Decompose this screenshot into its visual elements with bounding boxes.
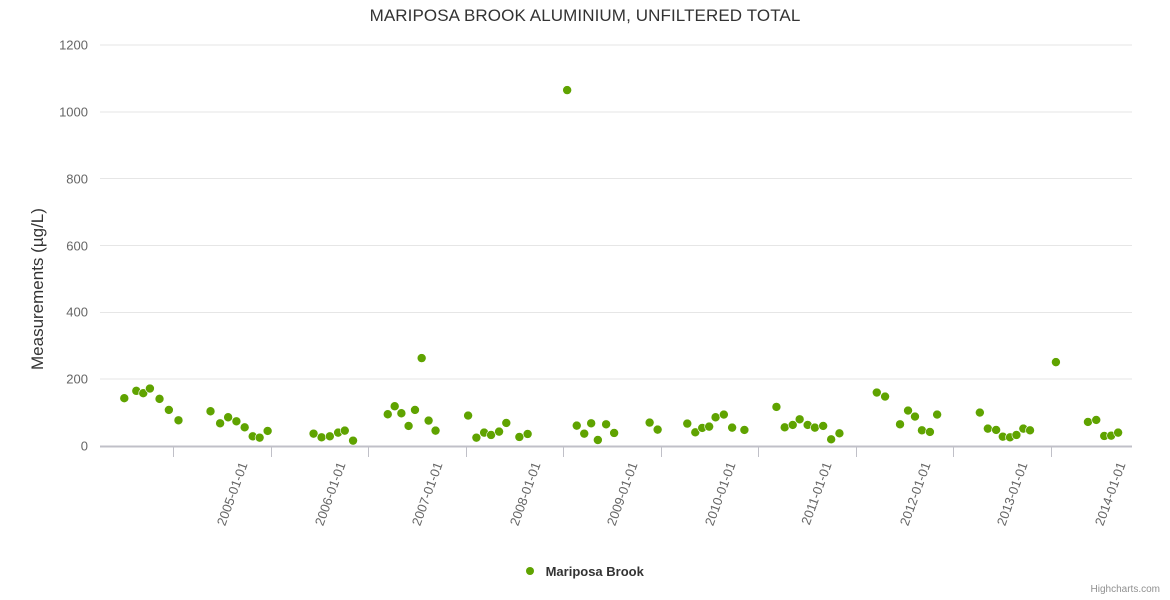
data-point[interactable] <box>975 407 985 418</box>
data-point[interactable] <box>690 427 701 438</box>
data-point[interactable] <box>579 428 590 439</box>
data-point[interactable] <box>430 425 441 436</box>
data-point[interactable] <box>932 409 942 420</box>
data-point[interactable] <box>644 417 655 428</box>
data-point[interactable] <box>1091 415 1102 425</box>
data-point[interactable] <box>348 435 358 446</box>
data-point[interactable] <box>1083 417 1093 427</box>
data-point[interactable] <box>501 418 512 428</box>
data-point[interactable] <box>562 85 572 95</box>
data-point[interactable] <box>164 405 174 415</box>
data-point[interactable] <box>910 411 920 422</box>
data-point[interactable] <box>826 434 836 445</box>
y-axis-tick-label: 1200 <box>59 37 88 53</box>
data-point[interactable] <box>262 426 273 436</box>
data-point[interactable] <box>1051 357 1061 367</box>
data-point[interactable] <box>593 435 603 445</box>
data-point[interactable] <box>471 432 482 443</box>
data-point[interactable] <box>173 415 184 426</box>
data-point[interactable] <box>215 418 225 429</box>
data-point[interactable] <box>983 423 993 434</box>
data-point[interactable] <box>727 422 737 433</box>
data-point[interactable] <box>787 420 798 430</box>
data-point[interactable] <box>652 424 663 435</box>
data-point[interactable] <box>794 414 805 425</box>
data-point[interactable] <box>154 394 165 404</box>
legend-item-label: Mariposa Brook <box>545 564 644 580</box>
data-point[interactable] <box>308 428 319 439</box>
data-point[interactable] <box>145 383 155 394</box>
data-point[interactable] <box>834 428 845 439</box>
grid-lines <box>100 44 1132 447</box>
y-axis-tick-label: 600 <box>66 238 88 253</box>
data-point[interactable] <box>494 426 504 437</box>
data-point[interactable] <box>586 418 596 429</box>
y-axis-tick-label: 1000 <box>59 104 88 120</box>
data-point[interactable] <box>339 425 350 436</box>
data-point[interactable] <box>880 391 890 402</box>
data-point[interactable] <box>771 402 782 412</box>
data-point[interactable] <box>522 429 533 439</box>
y-axis-tick-label: 800 <box>66 171 88 187</box>
data-point[interactable] <box>119 393 130 404</box>
data-point[interactable] <box>1025 425 1035 436</box>
data-point[interactable] <box>710 412 721 423</box>
data-point[interactable] <box>389 401 400 412</box>
data-point[interactable] <box>231 416 242 427</box>
data-point[interactable] <box>739 425 750 435</box>
x-axis-tick-marks <box>173 447 1052 457</box>
data-point[interactable] <box>682 418 693 429</box>
legend-marker-icon <box>526 566 535 575</box>
data-point[interactable] <box>239 422 250 433</box>
data-point[interactable] <box>871 387 882 398</box>
data-point[interactable] <box>609 428 619 438</box>
data-point[interactable] <box>571 420 582 431</box>
data-point[interactable] <box>895 419 905 430</box>
data-point[interactable] <box>463 410 473 421</box>
data-point[interactable] <box>719 409 729 420</box>
data-point[interactable] <box>601 419 611 430</box>
data-points[interactable] <box>119 85 1123 446</box>
y-axis-tick-label: 400 <box>66 304 88 320</box>
data-point[interactable] <box>818 421 828 431</box>
data-point[interactable] <box>1113 427 1123 438</box>
data-point[interactable] <box>704 421 714 432</box>
data-point[interactable] <box>917 425 927 436</box>
data-point[interactable] <box>416 353 427 363</box>
data-point[interactable] <box>382 409 393 420</box>
data-point[interactable] <box>903 405 913 416</box>
chart-legend: Mariposa Brook <box>0 563 1170 581</box>
data-point[interactable] <box>514 432 525 442</box>
data-point[interactable] <box>205 406 216 417</box>
data-point[interactable] <box>1011 430 1022 440</box>
data-point[interactable] <box>410 405 420 415</box>
legend-item-mariposa-brook[interactable]: Mariposa Brook <box>526 563 644 581</box>
data-point[interactable] <box>138 388 149 399</box>
data-point[interactable] <box>403 421 414 431</box>
data-point[interactable] <box>779 422 790 433</box>
data-point[interactable] <box>423 415 434 426</box>
data-point[interactable] <box>396 408 407 419</box>
data-point[interactable] <box>486 430 496 440</box>
data-point[interactable] <box>991 425 1001 435</box>
y-axis-tick-label: 0 <box>80 438 88 454</box>
data-point[interactable] <box>810 422 820 433</box>
data-point[interactable] <box>316 432 327 443</box>
y-axis-tick-label: 200 <box>66 371 88 387</box>
chart-title: MARIPOSA BROOK ALUMINIUM, UNFILTERED TOT… <box>369 6 801 25</box>
data-point[interactable] <box>325 431 335 442</box>
data-point[interactable] <box>254 432 265 443</box>
data-point[interactable] <box>925 427 935 437</box>
highcharts-credits-link[interactable]: Highcharts.com <box>1090 584 1160 595</box>
data-point[interactable] <box>223 412 233 423</box>
